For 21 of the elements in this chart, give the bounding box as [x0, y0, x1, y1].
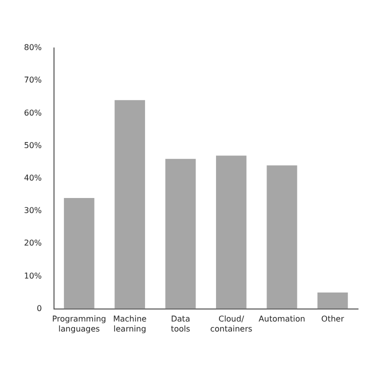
bar: [266, 165, 298, 309]
x-tick-label: Data tools: [170, 314, 190, 334]
y-tick-label: 0: [36, 304, 42, 313]
x-tick-label: Cloud/ containers: [210, 314, 252, 334]
bar: [165, 158, 196, 309]
x-tick-label: Other: [321, 314, 345, 324]
bar: [216, 156, 246, 309]
y-tick-label: 20%: [24, 238, 42, 248]
x-tick-label: Programming languages: [52, 314, 106, 334]
y-tick-label: 50%: [24, 140, 42, 150]
x-tick-label: Automation: [258, 314, 306, 324]
bar: [114, 100, 146, 309]
y-tick-label: 70%: [24, 76, 42, 85]
bar: [317, 292, 348, 309]
y-tick-label: 60%: [24, 108, 42, 118]
x-tick-label: Machine learning: [113, 314, 147, 334]
y-tick-label: 80%: [24, 43, 42, 52]
bar: [64, 198, 94, 309]
y-tick-label: 40%: [24, 173, 42, 182]
y-tick-label: 10%: [24, 271, 42, 280]
y-tick-label: 30%: [24, 206, 42, 216]
